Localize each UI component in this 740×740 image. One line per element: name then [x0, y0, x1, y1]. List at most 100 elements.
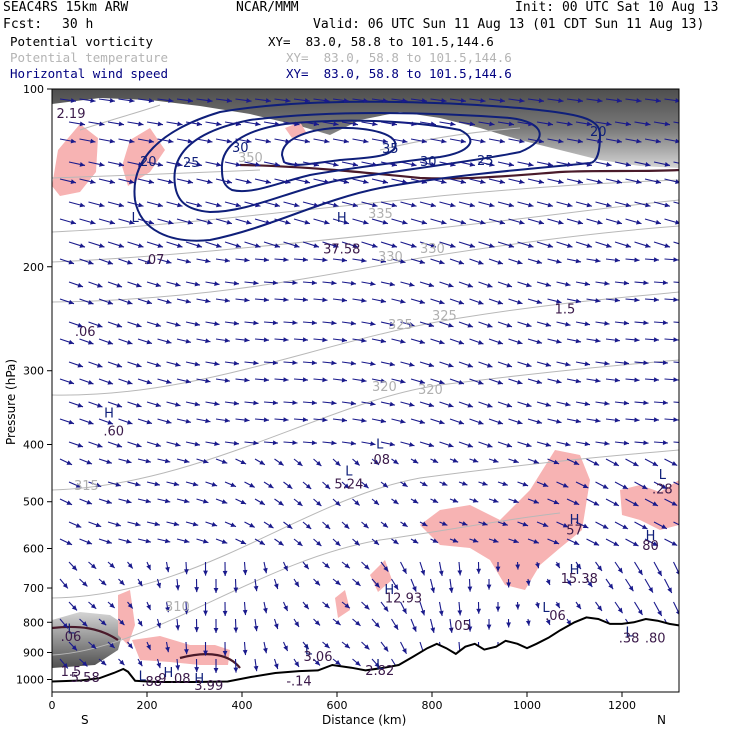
wind-vector: [410, 138, 428, 144]
wind-vector: [458, 441, 474, 448]
wind-vector: [449, 258, 465, 265]
wind-vector: [469, 378, 484, 385]
wind-vector: [205, 321, 220, 326]
wind-vector: [313, 297, 328, 303]
wind-vector: [497, 361, 513, 368]
wind-vector: [547, 178, 564, 184]
wind-vector: [332, 377, 348, 383]
wind-vector: [653, 400, 669, 406]
wind-vector: [166, 121, 183, 127]
wind-vector: [361, 641, 370, 650]
wind-vector: [175, 578, 181, 591]
wind-vector: [653, 481, 668, 490]
wind-vector: [118, 458, 132, 464]
wind-vector: [157, 258, 172, 264]
wind-vector: [673, 321, 679, 323]
wind-vector: [322, 440, 337, 446]
pv-value-label: 57: [566, 523, 583, 538]
wind-vector: [242, 561, 248, 576]
wind-vector: [410, 538, 419, 544]
pv-contour-lines: [52, 163, 679, 669]
wind-vector: [88, 441, 103, 448]
wind-vector: [341, 601, 351, 609]
pv-value-label: 12.93: [385, 591, 422, 606]
wind-vector: [634, 440, 649, 446]
wind-vector: [274, 178, 291, 184]
x-tick-label: 1000: [513, 699, 541, 712]
wind-vector: [59, 338, 75, 345]
wind-vector: [634, 201, 651, 208]
wind-vector: [203, 561, 208, 576]
wind-vector: [332, 658, 341, 666]
wind-vector: [127, 401, 142, 408]
wind-vector: [664, 337, 679, 343]
wind-vector: [419, 241, 437, 248]
model-title: SEAC4RS 15km ARW: [3, 0, 129, 15]
wind-vector: [352, 298, 367, 303]
wind-vector: [391, 218, 408, 225]
pv-value-label: 1.5: [61, 665, 82, 680]
wind-vector: [664, 138, 679, 144]
wind-vector: [98, 378, 114, 385]
wind-vector: [263, 481, 274, 489]
init-time: Init: 00 UTC Sat 10 Aug 13: [515, 0, 719, 15]
wind-vector: [566, 338, 582, 344]
wind-vector: [664, 257, 679, 263]
wind-vector: [449, 458, 459, 463]
wind-vector: [595, 400, 610, 406]
wind-vector: [352, 338, 367, 343]
wind-vector: [547, 458, 560, 465]
wind-vector: [263, 440, 279, 446]
wind-vector: [215, 337, 231, 343]
wind-vector: [213, 618, 219, 633]
wind-vector: [634, 121, 651, 127]
wind-vector: [458, 521, 468, 526]
wind-vector: [508, 138, 525, 144]
wind-vector: [244, 280, 259, 286]
wind-vector: [644, 458, 659, 467]
wind-contour-labels: 20 25 30 35 30 25 20: [140, 125, 607, 171]
wind-vector: [262, 601, 268, 614]
wind-vector: [545, 578, 551, 586]
wind-vector: [673, 401, 679, 403]
wind-vector: [176, 458, 190, 464]
wind-vector: [391, 98, 408, 103]
wind-vector: [673, 481, 679, 486]
wind-vector: [157, 538, 171, 544]
wind-vector: [400, 241, 417, 248]
wind-vector: [213, 578, 219, 593]
wind-vector: [605, 498, 620, 507]
wind-vector: [419, 161, 437, 167]
wind-vector: [196, 538, 209, 544]
wind-vector: [88, 561, 97, 570]
wind-vector: [429, 578, 436, 593]
wind-vector: [595, 521, 609, 530]
wind-vector: [536, 361, 552, 367]
wind-vector: [244, 201, 261, 208]
wind-vector: [79, 458, 93, 465]
wind-vector: [68, 281, 84, 288]
wind-vector: [176, 98, 194, 103]
wind-vector: [59, 178, 77, 184]
wind-vector: [614, 280, 630, 286]
wind-vector: [469, 498, 479, 503]
wind-vector: [332, 618, 341, 626]
wind-vector: [469, 178, 486, 184]
wind-vector: [566, 298, 582, 304]
wind-vector: [664, 297, 679, 303]
x-axis-label: Distance (km): [322, 713, 406, 727]
wind-vector: [293, 618, 300, 628]
wind-vector: [118, 498, 132, 504]
wind-vector: [497, 321, 513, 328]
wind-vector: [625, 178, 642, 184]
wind-vector: [527, 418, 543, 425]
wind-vector: [293, 138, 311, 144]
wind-vector: [283, 320, 298, 326]
wind-vector: [488, 218, 506, 225]
wind-vector: [293, 658, 300, 668]
theta-label-320b: 320: [418, 383, 443, 398]
wind-vector: [352, 418, 367, 423]
wind-vector: [586, 258, 601, 263]
wind-vector: [185, 361, 201, 367]
